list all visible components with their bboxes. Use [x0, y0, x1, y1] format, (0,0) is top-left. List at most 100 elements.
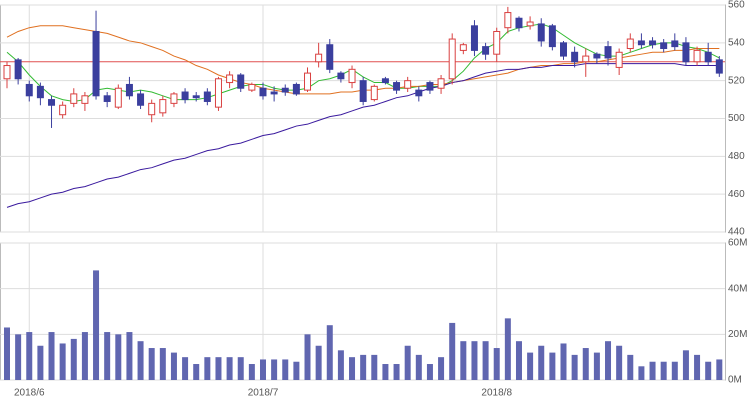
candle-body: [214, 78, 222, 108]
volume-bar: [649, 361, 656, 380]
volume-bar: [4, 327, 10, 380]
volume-bar: [271, 359, 278, 380]
volume-bar: [560, 343, 567, 380]
candle-body: [103, 95, 111, 102]
candle-body: [159, 99, 167, 114]
y-tick-label: 440: [728, 227, 745, 238]
moving-average-line: [6, 23, 720, 102]
volume-bar: [126, 332, 133, 380]
candle-body: [415, 89, 423, 97]
volume-bar: [115, 334, 122, 380]
candle-body: [337, 72, 345, 80]
volume-bar: [426, 364, 433, 380]
candle-body: [70, 93, 78, 104]
volume-bar: [349, 357, 356, 380]
candle-body: [304, 72, 312, 91]
candle-body: [615, 51, 623, 68]
x-tick-label: 2018/6: [14, 388, 45, 399]
candle-body: [604, 46, 612, 59]
volume-bar: [170, 352, 177, 380]
candle-body: [649, 40, 657, 46]
candle-body: [114, 87, 122, 108]
volume-bar: [326, 325, 333, 380]
candle-body: [181, 91, 189, 101]
candle-body: [48, 99, 56, 106]
volume-bar: [682, 350, 689, 380]
candle-body: [682, 42, 690, 63]
candle-body: [504, 12, 512, 29]
y-tick-label: 60M: [728, 238, 747, 249]
candle-body: [515, 17, 523, 29]
candle-body: [482, 46, 490, 55]
volume-bar: [571, 354, 578, 380]
candle-body: [25, 83, 33, 97]
volume-bar: [70, 338, 77, 380]
volume-bar: [193, 364, 200, 380]
volume-bar: [538, 345, 545, 380]
candle-body: [326, 44, 334, 70]
candle-body: [660, 42, 668, 50]
volume-bar: [449, 322, 456, 380]
volume-bar: [93, 270, 100, 380]
y-tick-label: 40M: [728, 283, 747, 294]
volume-bar: [259, 359, 266, 380]
volume-bar: [248, 364, 255, 380]
y-tick-label: 520: [728, 75, 745, 86]
volume-bar: [705, 361, 712, 380]
candle-body: [137, 93, 145, 106]
volume-bar: [471, 341, 478, 380]
volume-bar: [638, 366, 645, 380]
candle-body: [270, 91, 278, 95]
volume-bar: [137, 341, 144, 380]
candle-body: [170, 93, 178, 104]
volume-bar: [26, 332, 33, 380]
candle-body: [315, 53, 323, 63]
volume-bar: [605, 341, 612, 380]
candle-body: [393, 82, 401, 91]
candle-body: [493, 30, 501, 55]
volume-bar: [504, 318, 511, 380]
candle-body: [292, 83, 300, 95]
candle-body: [704, 51, 712, 63]
y-tick-label: 20M: [728, 329, 747, 340]
volume-bar: [204, 357, 211, 380]
candle-body: [3, 65, 11, 80]
candle-body: [404, 80, 412, 89]
candle-body: [437, 78, 445, 89]
volume-bar: [304, 334, 311, 380]
candle-body: [203, 91, 211, 102]
volume-bar: [371, 354, 378, 380]
volume-bar: [337, 350, 344, 380]
candle-body: [59, 104, 67, 116]
candle-body: [359, 80, 367, 102]
candle-body: [281, 87, 289, 93]
y-tick-label: 0M: [728, 375, 742, 386]
volume-bar: [404, 345, 411, 380]
candle-body: [626, 38, 634, 50]
candle-body: [36, 85, 44, 99]
volume-bar: [515, 341, 522, 380]
candle-body: [148, 102, 156, 116]
y-tick-label: 540: [728, 37, 745, 48]
candle-body: [459, 44, 467, 51]
moving-average-line: [6, 63, 720, 208]
volume-bar: [438, 357, 445, 380]
volume-bar: [671, 361, 678, 380]
candle-body: [470, 25, 478, 51]
candle-body: [92, 30, 100, 97]
volume-bar: [616, 345, 623, 380]
volume-bar: [493, 348, 500, 380]
candle-body: [582, 55, 590, 63]
volume-bar: [593, 352, 600, 380]
volume-bar: [627, 354, 634, 380]
candle-body: [526, 21, 534, 27]
candle-body: [571, 51, 579, 63]
volume-bar: [237, 357, 244, 380]
volume-bar: [393, 364, 400, 380]
candle-body: [548, 25, 556, 48]
volume-bar: [182, 357, 189, 380]
volume-bar: [660, 361, 667, 380]
volume-bar: [549, 352, 556, 380]
volume-bar: [415, 354, 422, 380]
candle-body: [448, 38, 456, 80]
